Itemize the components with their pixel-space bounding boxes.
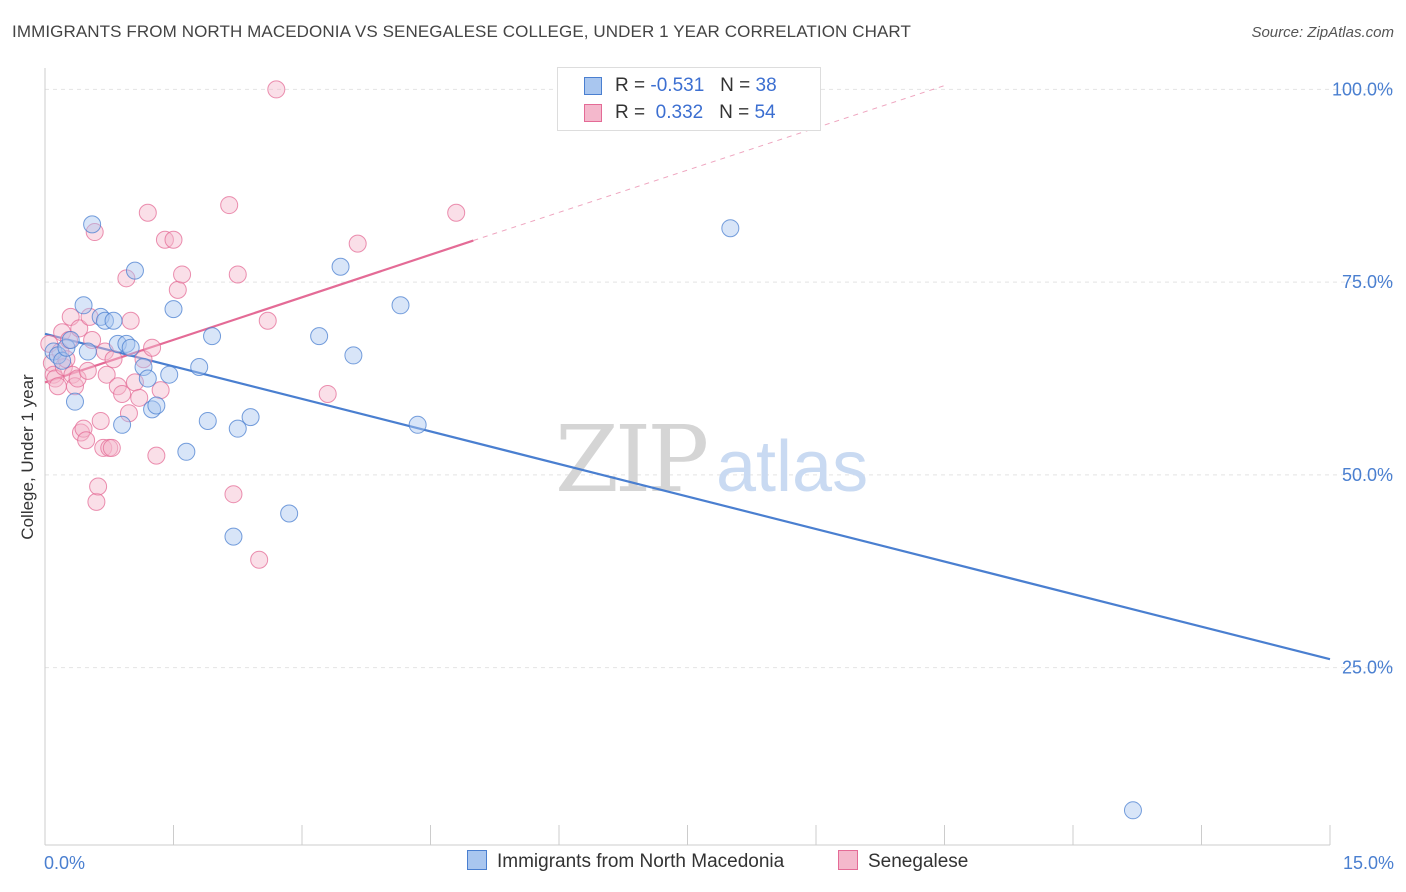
point-senegalese — [130, 388, 149, 407]
point-north-macedonia — [65, 392, 84, 411]
point-senegalese — [138, 203, 157, 222]
legend-swatch-north-macedonia — [467, 850, 487, 870]
point-senegalese — [318, 384, 337, 403]
legend-label-senegalese: Senegalese — [868, 851, 969, 872]
point-north-macedonia — [61, 330, 80, 349]
point-senegalese — [48, 377, 67, 396]
data-points — [40, 80, 1142, 820]
point-north-macedonia — [113, 415, 132, 434]
point-senegalese — [91, 411, 110, 430]
point-senegalese — [173, 265, 192, 284]
point-senegalese — [104, 350, 123, 369]
point-senegalese — [87, 492, 106, 511]
point-north-macedonia — [331, 257, 350, 276]
point-senegalese — [258, 311, 277, 330]
correlation-legend: R = -0.531 N = 38 R = 0.332 N = 54 — [557, 67, 821, 131]
legend-item-senegalese: Senegalese — [838, 850, 968, 873]
point-north-macedonia — [310, 327, 329, 346]
point-north-macedonia — [224, 527, 243, 546]
watermark-atlas: atlas — [716, 427, 868, 507]
x-tick-label-min: 0.0% — [44, 853, 85, 873]
y-tick-labels: 25.0% 50.0% 75.0% 100.0% — [1332, 79, 1393, 677]
point-north-macedonia — [104, 311, 123, 330]
watermark-zip: ZIP — [555, 406, 706, 513]
y-tick-label: 50.0% — [1342, 465, 1393, 485]
point-senegalese — [97, 365, 116, 384]
point-senegalese — [164, 230, 183, 249]
grid-lines — [45, 88, 1394, 669]
trend-line-senegalese — [44, 239, 474, 384]
point-north-macedonia — [1123, 801, 1142, 820]
legend-pink-r-value: 0.332 — [655, 102, 704, 123]
point-senegalese — [74, 419, 93, 438]
point-senegalese — [348, 234, 367, 253]
legend-item-north-macedonia: Immigrants from North Macedonia — [467, 850, 784, 873]
point-north-macedonia — [78, 342, 97, 361]
trend-line-senegalese-extension — [473, 85, 945, 242]
point-senegalese — [250, 550, 269, 569]
legend-pink-n-value: 54 — [754, 102, 776, 123]
point-north-macedonia — [203, 327, 222, 346]
legend-pink-r-label: R = — [615, 102, 646, 123]
point-north-macedonia — [198, 411, 217, 430]
point-north-macedonia — [280, 504, 299, 523]
point-north-macedonia — [160, 365, 179, 384]
point-north-macedonia — [134, 357, 153, 376]
legend-swatch-senegalese — [838, 850, 858, 870]
point-north-macedonia — [721, 219, 740, 238]
point-north-macedonia — [391, 296, 410, 315]
point-senegalese — [77, 431, 96, 450]
point-north-macedonia — [408, 415, 427, 434]
axes — [44, 68, 1331, 846]
point-senegalese — [89, 477, 108, 496]
chart-title: IMMIGRANTS FROM NORTH MACEDONIA VS SENEG… — [12, 22, 911, 41]
point-senegalese — [447, 203, 466, 222]
point-senegalese — [113, 384, 132, 403]
point-north-macedonia — [121, 338, 140, 357]
legend-label-north-macedonia: Immigrants from North Macedonia — [497, 851, 785, 872]
y-axis-label: College, Under 1 year — [18, 374, 37, 540]
legend-blue-n-value: 38 — [755, 75, 777, 96]
trend-line-north-macedonia — [44, 332, 1331, 661]
point-north-macedonia — [138, 369, 157, 388]
legend-blue-n-label: N = — [720, 75, 751, 96]
point-north-macedonia — [74, 296, 93, 315]
legend-blue-r-label: R = — [615, 75, 646, 96]
point-north-macedonia — [344, 346, 363, 365]
point-north-macedonia — [164, 300, 183, 319]
y-tick-label: 25.0% — [1342, 658, 1393, 678]
point-north-macedonia — [228, 419, 247, 438]
point-senegalese — [83, 330, 102, 349]
source-label: Source: ZipAtlas.com — [1251, 24, 1394, 41]
point-senegalese — [168, 280, 187, 299]
watermark: ZIP atlas — [555, 406, 868, 513]
point-senegalese — [228, 265, 247, 284]
point-senegalese — [267, 80, 286, 99]
legend-swatch-blue — [584, 77, 602, 95]
legend-blue-r-value: -0.531 — [650, 75, 705, 96]
trend-lines — [44, 85, 1331, 661]
point-senegalese — [68, 369, 87, 388]
point-senegalese — [220, 196, 239, 215]
point-north-macedonia — [125, 261, 144, 280]
x-tick-label-max: 15.0% — [1343, 853, 1394, 873]
point-senegalese — [224, 485, 243, 504]
point-senegalese — [147, 446, 166, 465]
point-north-macedonia — [177, 442, 196, 461]
point-north-macedonia — [147, 396, 166, 415]
point-north-macedonia — [83, 215, 102, 234]
point-senegalese — [121, 311, 140, 330]
point-senegalese — [119, 404, 138, 423]
y-tick-label: 100.0% — [1332, 79, 1393, 99]
point-senegalese — [78, 361, 97, 380]
point-north-macedonia — [190, 357, 209, 376]
point-senegalese — [102, 438, 121, 457]
y-tick-label: 75.0% — [1342, 272, 1393, 292]
point-north-macedonia — [241, 408, 260, 427]
legend-swatch-pink — [584, 104, 602, 122]
legend-pink-n-label: N = — [719, 102, 750, 123]
point-senegalese — [143, 338, 162, 357]
